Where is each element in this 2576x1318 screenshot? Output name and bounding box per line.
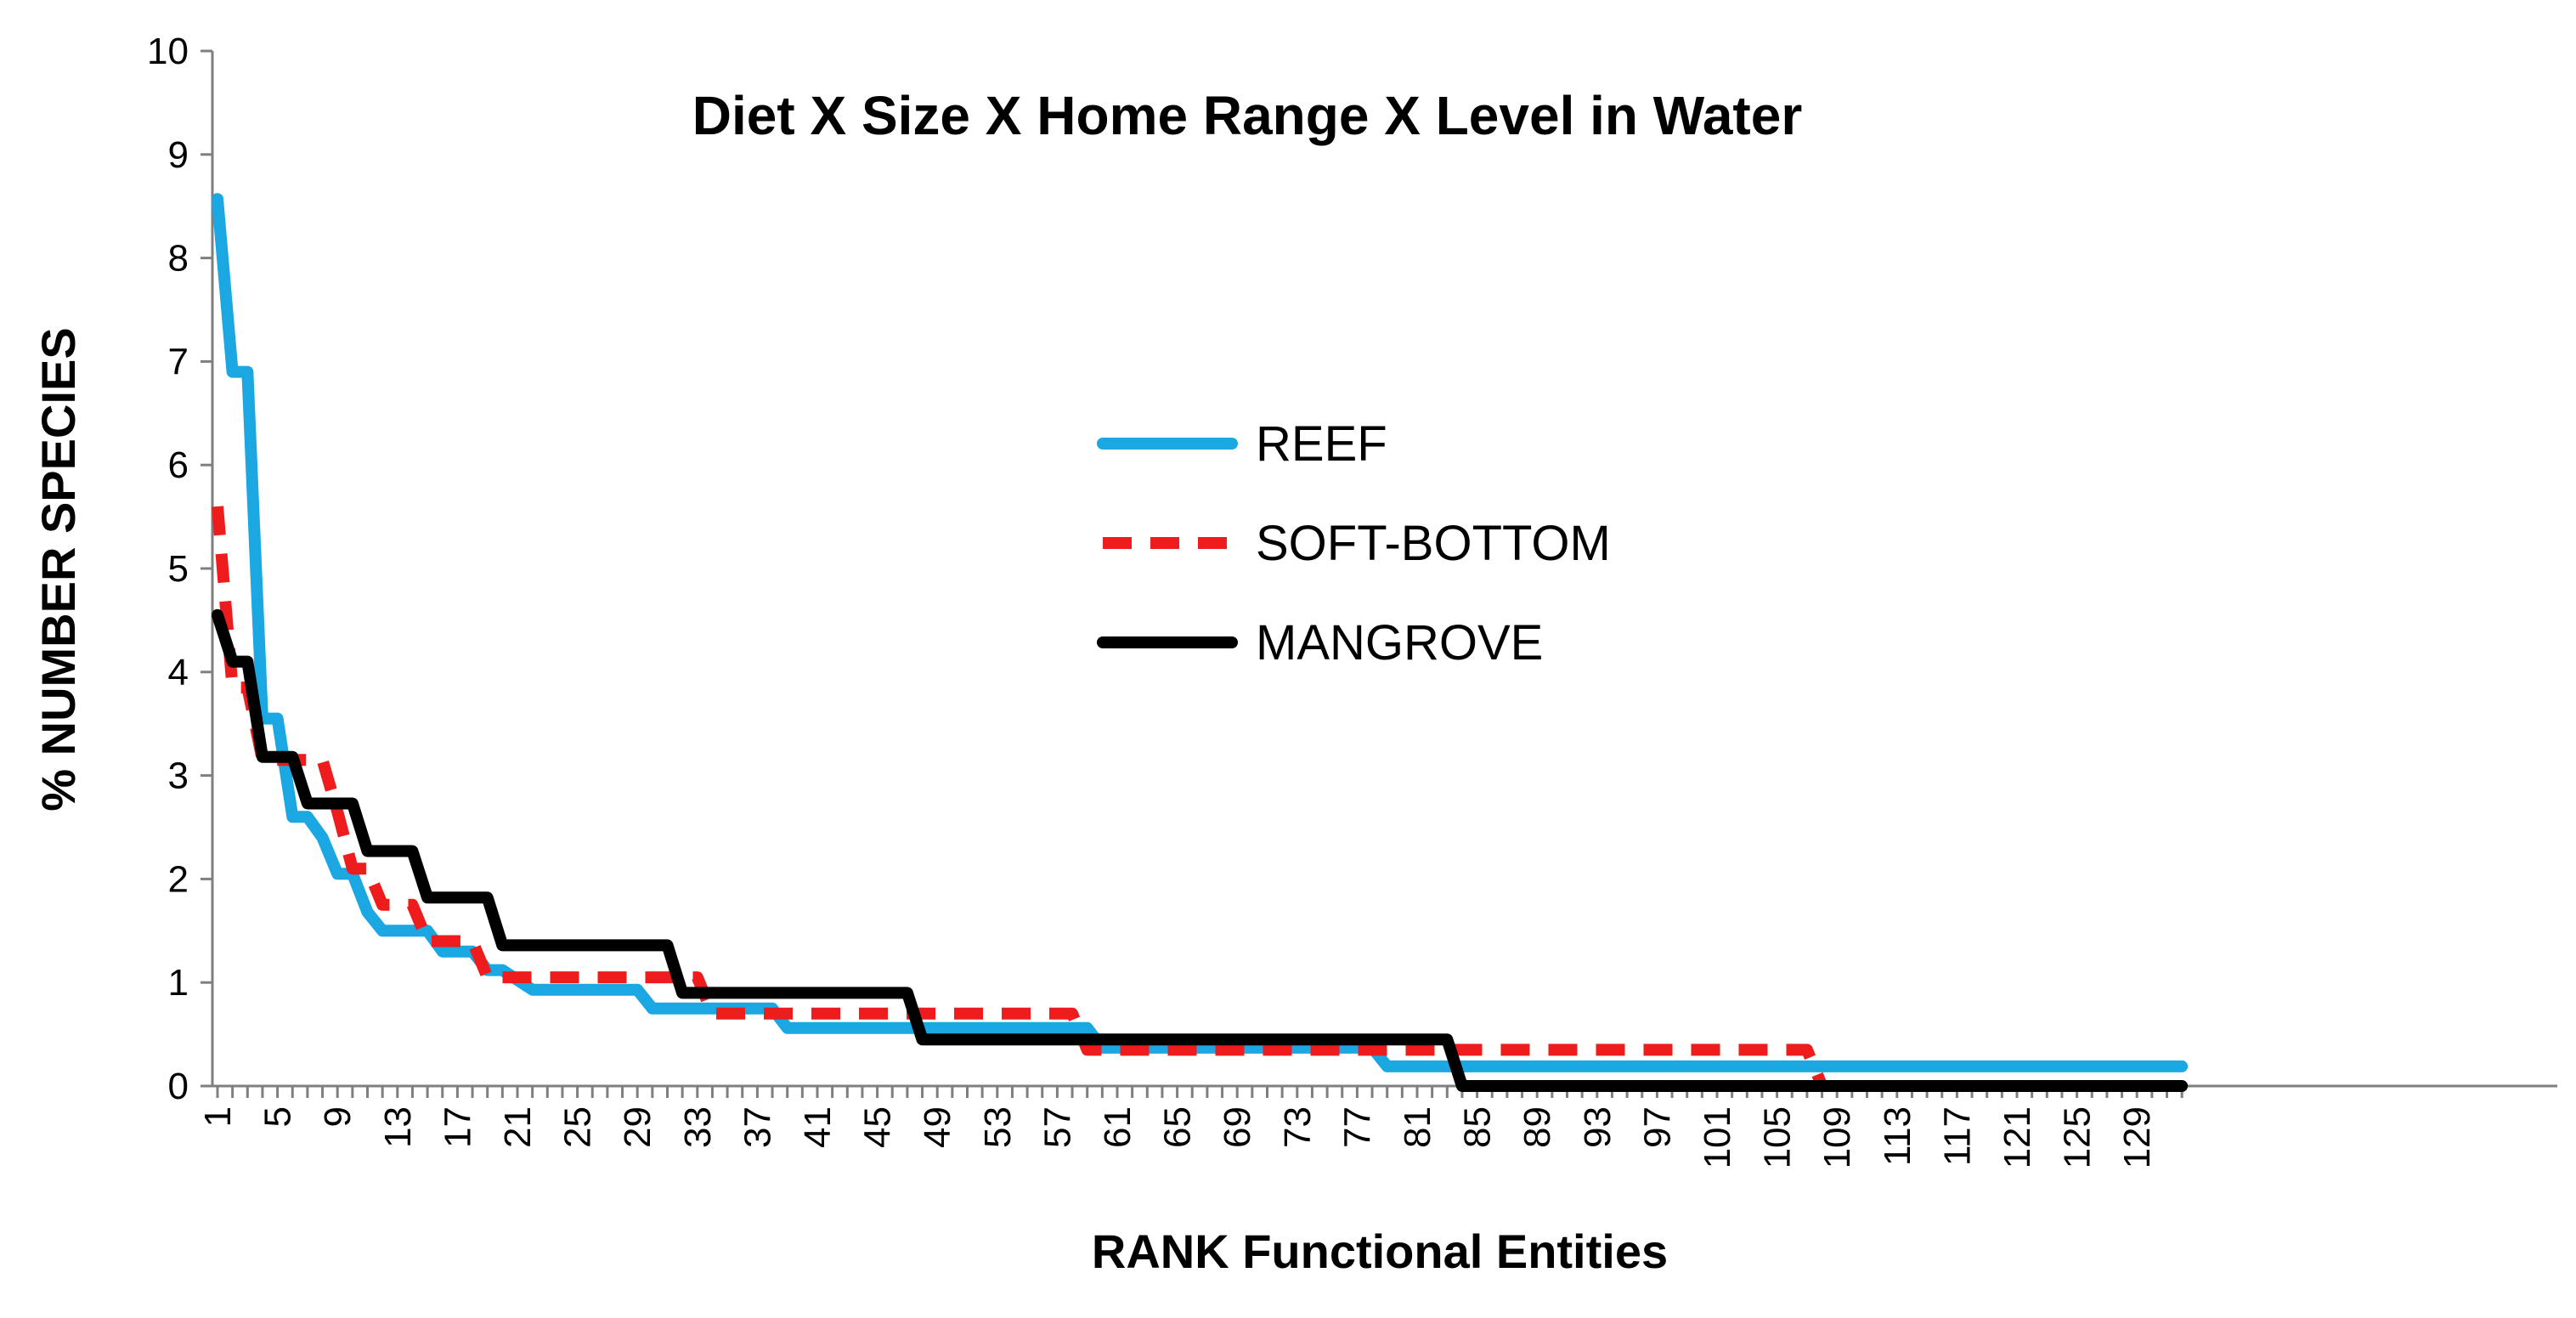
x-tick-label: 73 [1277,1106,1319,1148]
y-tick-label: 1 [168,962,189,1004]
x-tick-label: 13 [377,1106,419,1148]
y-tick-label: 4 [168,652,189,693]
x-tick-label: 1 [197,1106,239,1127]
x-tick-label: 17 [437,1106,478,1148]
x-tick-label: 65 [1157,1106,1199,1148]
x-tick-label: 29 [617,1106,658,1148]
x-tick-label: 101 [1697,1106,1738,1168]
x-tick-label: 125 [2057,1106,2099,1168]
legend: REEF SOFT-BOTTOM MANGROVE [1097,416,1611,670]
x-tick-label: 61 [1097,1106,1138,1148]
x-tick-label: 89 [1517,1106,1558,1148]
y-tick-label: 7 [168,341,189,382]
x-tick-label: 129 [2116,1106,2158,1168]
x-tick-label: 81 [1397,1106,1438,1148]
x-tick-label: 45 [857,1106,899,1148]
x-tick-label: 33 [677,1106,719,1148]
x-tick-label: 97 [1636,1106,1678,1148]
y-tick-label: 10 [147,31,189,72]
x-tick-label: 5 [257,1106,299,1127]
legend-label-soft-bottom: SOFT-BOTTOM [1256,516,1611,571]
x-tick-label: 109 [1816,1106,1858,1168]
x-tick-label: 105 [1757,1106,1799,1168]
chart-title: Diet X Size X Home Range X Level in Wate… [692,85,1802,146]
x-tick-label: 77 [1336,1106,1378,1148]
x-tick-label: 21 [497,1106,539,1148]
y-tick-label: 9 [168,134,189,176]
y-axis-title: % NUMBER SPECIES [31,327,85,811]
x-tick-label: 85 [1457,1106,1499,1148]
x-tick-label: 113 [1877,1106,1918,1166]
y-tick-label: 3 [168,755,189,797]
y-tick-label: 5 [168,548,189,590]
x-tick-label: 49 [917,1106,958,1148]
legend-label-mangrove: MANGROVE [1256,615,1543,670]
series-line-reef [212,193,2189,1072]
y-tick-label: 6 [168,444,189,486]
series-line-soft-bottom [212,506,2183,1092]
y-tick-label: 2 [168,858,189,900]
y-tick-label: 0 [168,1066,189,1107]
x-tick-label: 93 [1577,1106,1618,1148]
x-tick-label: 53 [977,1106,1019,1148]
x-tick-label: 25 [557,1106,599,1148]
series-lines [212,193,2189,1092]
legend-label-reef: REEF [1256,416,1387,472]
series-line-mangrove [212,608,2189,1092]
x-tick-label: 117 [1936,1106,1978,1166]
x-tick-label: 69 [1217,1106,1258,1148]
x-tick-label: 37 [737,1106,778,1148]
x-tick-label: 41 [797,1106,839,1148]
x-tick-label: 9 [317,1106,359,1127]
x-tick-label: 121 [1997,1106,2038,1168]
x-axis-title: RANK Functional Entities [1092,1225,1668,1278]
y-tick-label: 8 [168,238,189,280]
x-tick-label: 57 [1037,1106,1078,1148]
